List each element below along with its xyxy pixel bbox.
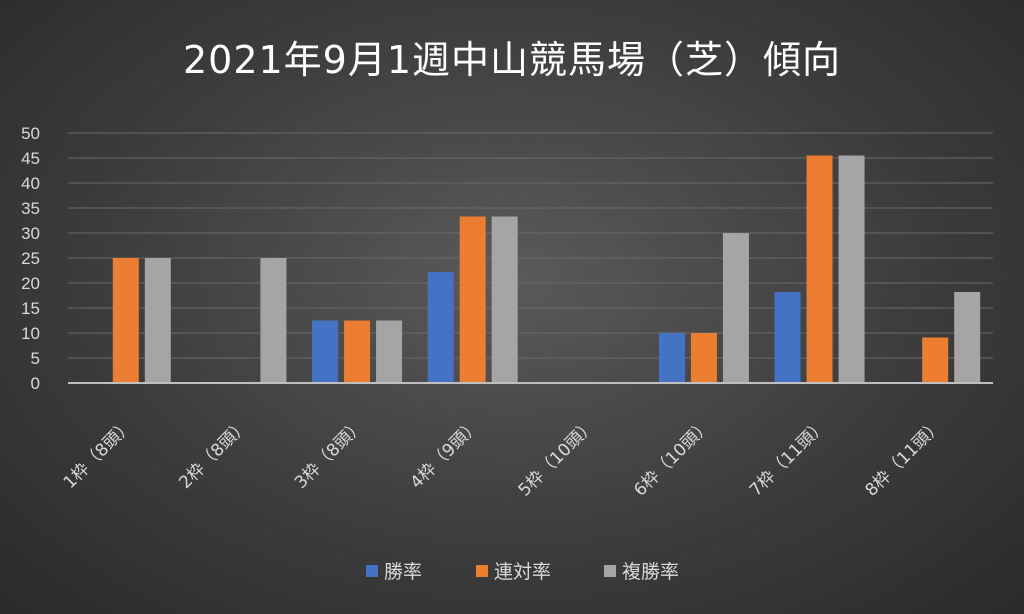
- y-tick-label: 0: [31, 374, 40, 393]
- x-axis-ticks: 1枠（8頭） 2枠（8頭） 3枠（8頭） 4枠（9頭） 5枠（10頭） 6枠（10頭） 7枠…: [60, 415, 947, 500]
- x-tick-label: 5枠（10頭）: [515, 415, 600, 500]
- grid: [68, 132, 993, 359]
- bar: [491, 216, 518, 383]
- legend-item: 勝率: [366, 561, 422, 583]
- bar: [838, 155, 865, 383]
- bar: [690, 333, 717, 383]
- y-tick-label: 45: [21, 149, 40, 168]
- legend-label: 複勝率: [622, 561, 679, 583]
- x-tick-label: 3枠（8頭）: [291, 415, 369, 493]
- y-tick-label: 15: [21, 299, 40, 318]
- y-tick-label: 10: [21, 324, 40, 343]
- bar: [774, 292, 801, 383]
- legend-label: 勝率: [384, 561, 422, 583]
- bar: [112, 258, 139, 383]
- bar: [658, 333, 685, 383]
- x-tick-label: 4枠（9頭）: [407, 415, 485, 493]
- legend-swatch: [476, 565, 488, 577]
- legend-item: 連対率: [476, 561, 551, 583]
- y-tick-label: 30: [21, 224, 40, 243]
- y-axis-ticks: 0 5 10 15 20 25 30 35 40 45 50: [21, 124, 40, 393]
- bar: [344, 320, 371, 383]
- bar: [922, 337, 949, 383]
- chart-title: 2021年9月1週中山競馬場（芝）傾向: [183, 38, 841, 82]
- y-tick-label: 35: [21, 199, 40, 218]
- bar: [312, 320, 339, 383]
- bar: [260, 258, 287, 383]
- x-tick-label: 7枠（11頭）: [746, 415, 831, 500]
- bar: [806, 155, 833, 383]
- bar: [459, 216, 486, 383]
- x-tick-label: 2枠（8頭）: [175, 415, 253, 493]
- y-tick-label: 50: [21, 124, 40, 143]
- bar: [954, 292, 981, 383]
- bar: [427, 272, 454, 383]
- legend-item: 複勝率: [604, 561, 679, 583]
- bar: [722, 233, 749, 383]
- legend-swatch: [604, 565, 616, 577]
- y-tick-label: 25: [21, 249, 40, 268]
- legend: 勝率 連対率 複勝率: [366, 561, 679, 583]
- legend-label: 連対率: [494, 561, 551, 583]
- y-tick-label: 20: [21, 274, 40, 293]
- y-tick-label: 5: [31, 349, 40, 368]
- x-tick-label: 1枠（8頭）: [60, 415, 138, 493]
- bar: [144, 258, 171, 383]
- y-tick-label: 40: [21, 174, 40, 193]
- x-tick-label: 8枠（11頭）: [862, 415, 947, 500]
- legend-swatch: [366, 565, 378, 577]
- bars: [112, 155, 981, 383]
- x-tick-label: 6枠（10頭）: [630, 415, 715, 500]
- bar: [376, 320, 403, 383]
